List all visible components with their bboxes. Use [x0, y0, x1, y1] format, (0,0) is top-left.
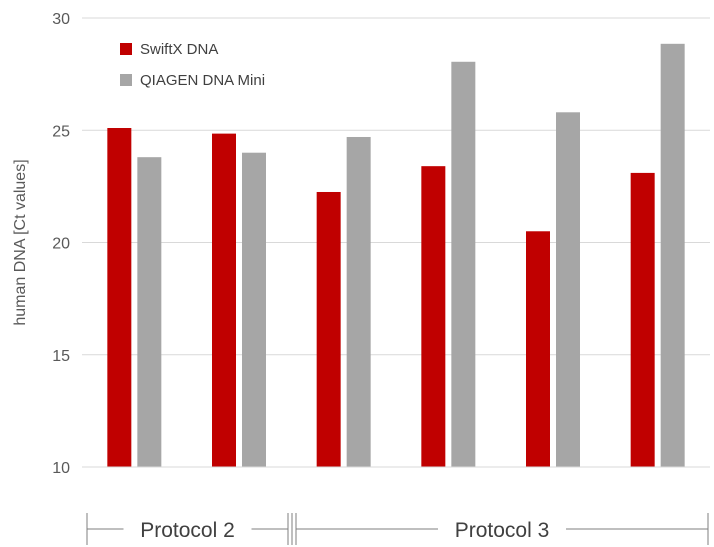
y-tick-label: 10 [52, 460, 70, 477]
bar-qiagen [137, 157, 162, 467]
bar-swiftx [107, 128, 132, 467]
bar-swiftx [316, 191, 341, 468]
bar-qiagen [242, 152, 266, 467]
legend-swatch [120, 74, 132, 86]
bar-swiftx [526, 231, 550, 467]
bar-qiagen [451, 61, 476, 468]
y-tick-label: 25 [52, 123, 70, 140]
legend-swatch [120, 43, 132, 55]
y-axis-title: human DNA [Ct values] [12, 159, 29, 325]
category-group-labels: Protocol 2 Protocol 3 [86, 513, 709, 545]
legend-label: SwiftX DNA [140, 41, 218, 58]
group-label: Protocol 2 [140, 519, 235, 542]
group-label: Protocol 3 [455, 519, 550, 542]
y-axis-tick-labels: 10 15 20 25 30 [52, 11, 70, 477]
legend: SwiftX DNA QIAGEN DNA Mini [120, 41, 265, 89]
bar-qiagen [660, 43, 685, 467]
bar-swiftx [421, 166, 446, 468]
bars [107, 43, 685, 468]
bar-swiftx [212, 133, 236, 467]
y-tick-label: 15 [52, 348, 70, 365]
y-tick-label: 20 [52, 236, 70, 253]
bar-qiagen [346, 136, 371, 468]
legend-label: QIAGEN DNA Mini [140, 72, 265, 89]
y-tick-label: 30 [52, 11, 70, 28]
bar-qiagen [556, 112, 580, 467]
bar-swiftx [630, 172, 655, 467]
